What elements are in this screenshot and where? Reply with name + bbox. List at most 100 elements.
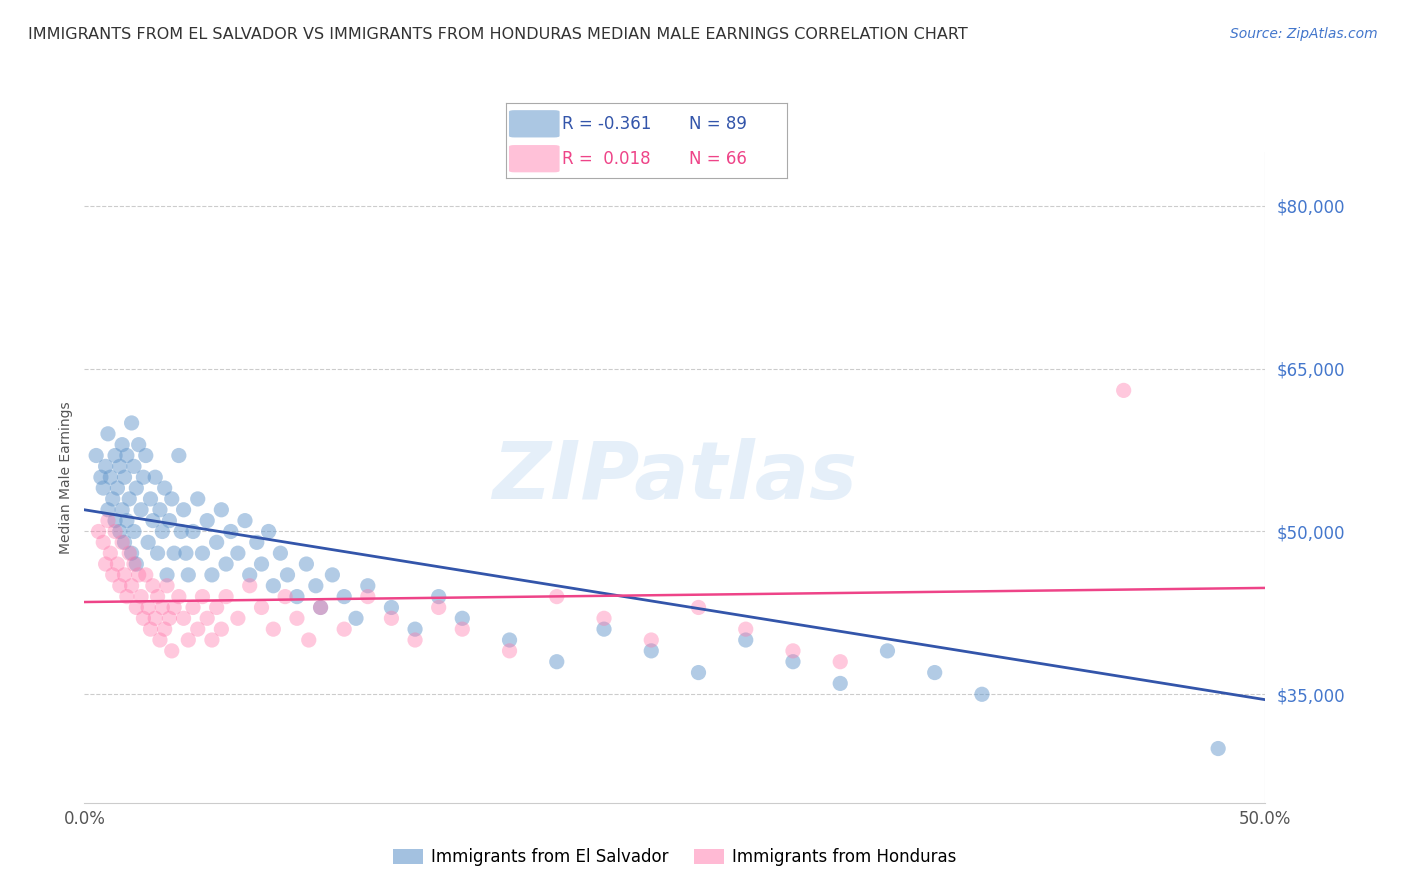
Point [593,622,616,636]
Point [782,655,804,669]
Point [84,449,107,463]
Point [285,611,308,625]
Point [125,557,148,571]
Point [195,611,218,625]
Point [87,524,110,539]
Point [104,524,127,539]
Point [94,557,117,571]
Point [195,514,218,528]
Point [1112,384,1135,398]
Point [128,438,150,452]
Point [142,579,165,593]
Point [91,481,114,495]
Point [262,622,284,636]
Point [593,611,616,625]
Point [111,535,134,549]
Point [167,449,190,463]
Point [269,546,291,560]
Point [239,579,262,593]
Point [970,687,993,701]
Point [187,491,209,506]
Point [924,665,946,680]
Point [142,514,165,528]
Point [97,426,120,441]
Point [135,568,157,582]
FancyBboxPatch shape [509,111,560,137]
Y-axis label: Median Male Earnings: Median Male Earnings [59,401,73,554]
Point [250,600,273,615]
Point [136,535,159,549]
Point [128,568,150,582]
Point [276,568,298,582]
Point [498,633,520,648]
Point [219,524,242,539]
Point [451,611,474,625]
Point [498,644,520,658]
Text: N = 89: N = 89 [689,115,747,133]
Point [262,579,284,593]
Point [226,611,249,625]
Text: N = 66: N = 66 [689,150,747,168]
Point [404,633,426,648]
Point [160,644,183,658]
Point [94,459,117,474]
Point [333,622,356,636]
Text: IMMIGRANTS FROM EL SALVADOR VS IMMIGRANTS FROM HONDURAS MEDIAN MALE EARNINGS COR: IMMIGRANTS FROM EL SALVADOR VS IMMIGRANT… [28,27,967,42]
Point [305,579,328,593]
Point [177,568,200,582]
Point [201,633,224,648]
Point [295,557,318,571]
Point [156,579,179,593]
Point [187,622,209,636]
Point [274,590,297,604]
Point [115,514,138,528]
Point [136,600,159,615]
Point [321,568,343,582]
Text: R = -0.361: R = -0.361 [562,115,652,133]
Point [157,514,180,528]
Point [107,481,129,495]
Point [205,535,228,549]
Text: R =  0.018: R = 0.018 [562,150,651,168]
Point [191,590,214,604]
Point [546,590,568,604]
Point [150,524,173,539]
Point [451,622,474,636]
Point [830,676,852,690]
Point [121,416,143,430]
Point [111,438,134,452]
Point [122,524,145,539]
Point [129,590,152,604]
Point [91,535,114,549]
Point [146,590,169,604]
Point [640,644,662,658]
Point [177,633,200,648]
Point [98,470,121,484]
Point [122,459,145,474]
Point [404,622,426,636]
FancyBboxPatch shape [509,145,560,172]
Point [107,557,129,571]
Point [546,655,568,669]
Point [104,449,127,463]
Text: Source: ZipAtlas.com: Source: ZipAtlas.com [1230,27,1378,41]
Point [215,590,238,604]
Point [257,524,280,539]
Point [129,503,152,517]
Point [734,633,756,648]
Point [132,470,155,484]
Point [233,514,256,528]
Point [143,470,166,484]
Point [309,600,332,615]
Point [90,470,112,484]
Point [121,546,143,560]
Point [427,590,450,604]
Point [181,524,204,539]
Point [139,622,162,636]
Point [298,633,321,648]
Point [118,491,141,506]
Point [688,600,710,615]
Point [125,600,148,615]
Point [101,491,124,506]
Point [830,655,852,669]
